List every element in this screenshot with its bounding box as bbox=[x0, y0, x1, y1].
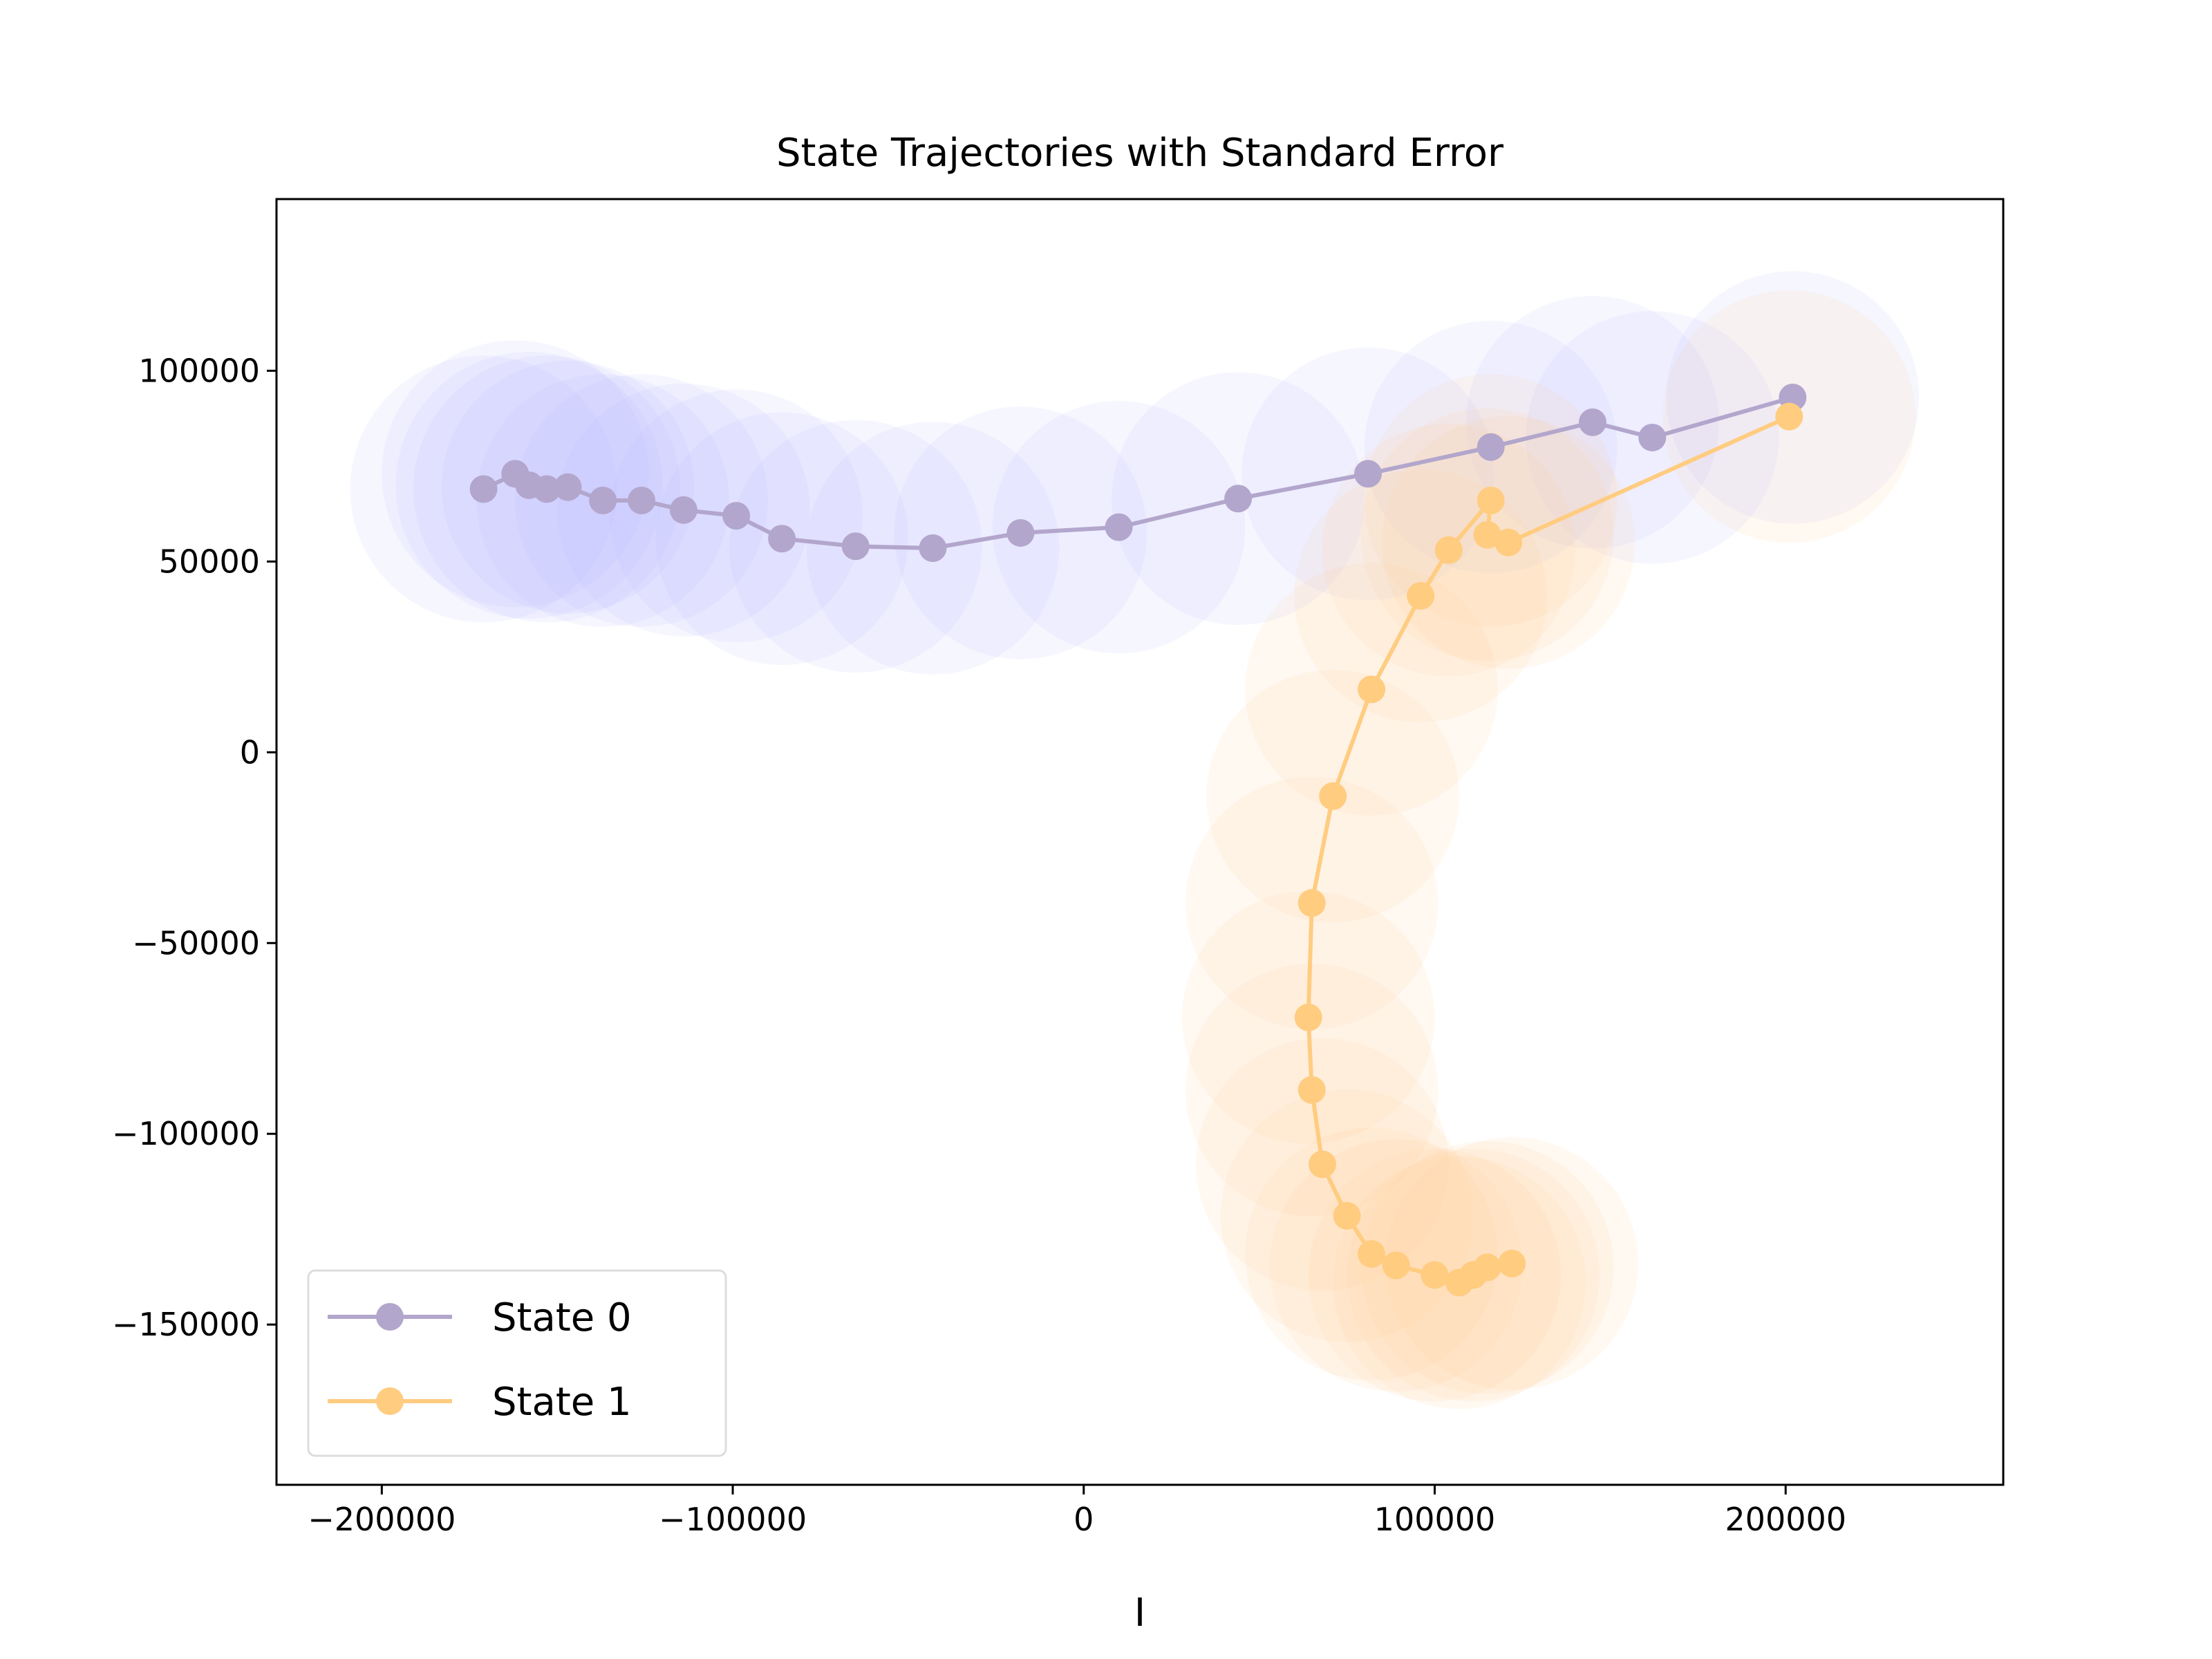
error-circles bbox=[350, 271, 1920, 1409]
data-point-state-1 bbox=[1775, 402, 1803, 431]
x-tick-label: 100000 bbox=[1374, 1501, 1496, 1538]
x-tick-label: 0 bbox=[1074, 1501, 1094, 1538]
data-point-state-1 bbox=[1434, 536, 1463, 564]
x-tick-label: −100000 bbox=[659, 1501, 807, 1538]
data-point-state-0 bbox=[768, 525, 796, 553]
data-point-state-1 bbox=[1498, 1249, 1526, 1277]
data-point-state-1 bbox=[1309, 1150, 1337, 1179]
data-point-state-1 bbox=[1358, 675, 1386, 704]
data-point-state-1 bbox=[1358, 1240, 1386, 1268]
data-point-state-1 bbox=[1477, 487, 1505, 515]
data-point-state-1 bbox=[1382, 1251, 1410, 1280]
data-point-state-1 bbox=[1407, 582, 1435, 610]
data-points bbox=[469, 384, 1807, 1297]
data-point-state-0 bbox=[554, 473, 582, 501]
data-point-state-0 bbox=[469, 475, 498, 503]
legend-marker-state-0 bbox=[376, 1303, 404, 1331]
data-point-state-0 bbox=[532, 475, 561, 503]
data-point-state-1 bbox=[1473, 1253, 1501, 1282]
legend-label-state-0: State 0 bbox=[492, 1295, 632, 1340]
data-point-state-0 bbox=[669, 496, 697, 524]
y-tick-label: −150000 bbox=[112, 1306, 260, 1343]
y-tick-label: −50000 bbox=[132, 924, 260, 962]
y-tick-label: 50000 bbox=[159, 543, 260, 580]
data-point-state-1 bbox=[1333, 1201, 1361, 1230]
legend-label-state-1: State 1 bbox=[492, 1380, 632, 1425]
data-point-state-1 bbox=[1494, 528, 1523, 556]
x-axis-label: I bbox=[1134, 1591, 1146, 1635]
data-point-state-1 bbox=[1319, 782, 1347, 810]
plot-frame bbox=[275, 198, 2005, 1486]
data-point-state-0 bbox=[1477, 433, 1505, 461]
y-tick-label: 0 bbox=[240, 733, 260, 771]
data-point-state-0 bbox=[841, 532, 870, 561]
data-point-state-1 bbox=[1297, 889, 1326, 917]
chart-title: State Trajectories with Standard Error bbox=[776, 131, 1504, 176]
data-point-state-1 bbox=[1473, 521, 1501, 549]
data-point-state-0 bbox=[919, 534, 947, 563]
data-point-state-0 bbox=[589, 487, 617, 515]
data-point-state-0 bbox=[722, 502, 751, 530]
data-point-state-0 bbox=[1638, 423, 1667, 451]
data-point-state-0 bbox=[1578, 408, 1606, 436]
data-point-state-1 bbox=[1421, 1261, 1449, 1289]
data-point-state-0 bbox=[1224, 485, 1253, 513]
data-point-state-0 bbox=[1006, 518, 1035, 547]
y-tick-label: 100000 bbox=[138, 352, 260, 389]
data-point-state-0 bbox=[1354, 460, 1382, 488]
legend: State 0 State 1 bbox=[307, 1269, 727, 1457]
y-tick-label: −100000 bbox=[112, 1115, 260, 1152]
data-point-state-0 bbox=[628, 487, 656, 515]
data-point-state-1 bbox=[1294, 1003, 1322, 1031]
x-axis-ticks: −200000 −100000 0 100000 200000 bbox=[308, 1485, 1846, 1538]
data-point-state-1 bbox=[1297, 1076, 1326, 1104]
x-tick-label: −200000 bbox=[308, 1501, 456, 1538]
y-axis-ticks: 100000 50000 0 −50000 −100000 −150000 bbox=[112, 352, 276, 1343]
data-point-state-0 bbox=[1105, 513, 1133, 541]
x-tick-label: 200000 bbox=[1725, 1501, 1846, 1538]
legend-marker-state-1 bbox=[376, 1387, 404, 1415]
